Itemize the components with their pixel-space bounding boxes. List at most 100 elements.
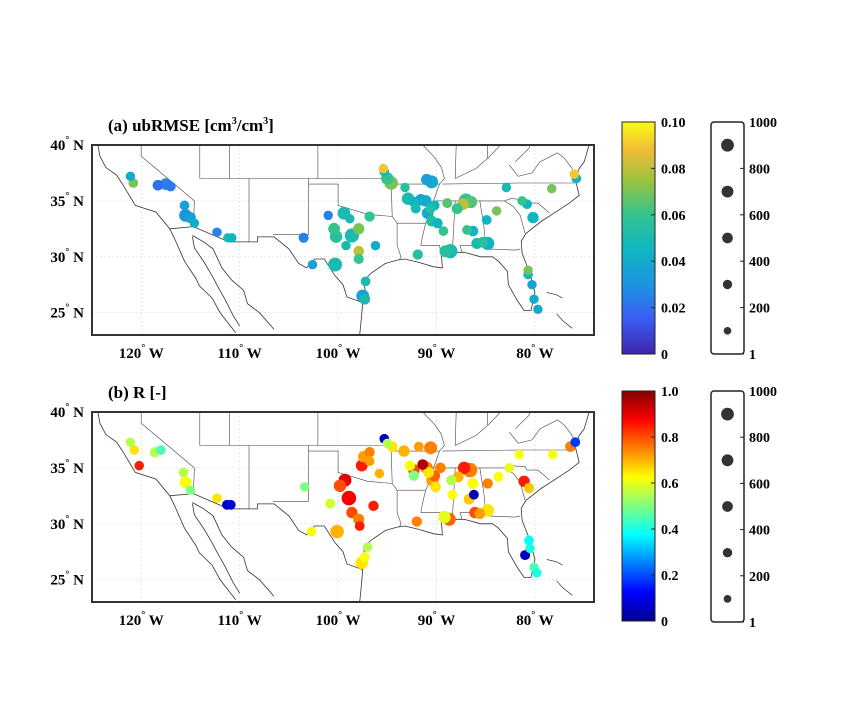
station-marker (165, 181, 176, 192)
station-marker (527, 279, 537, 290)
station-marker (424, 441, 438, 455)
station-marker (360, 276, 371, 287)
size-legend-tick-label: 800 (749, 431, 770, 446)
latitude-tick-label: 25° N (50, 303, 84, 322)
station-marker (457, 461, 471, 475)
state-boundary (454, 412, 457, 446)
station-marker (359, 293, 371, 305)
state-boundary (140, 145, 195, 202)
panel-b-map-background (92, 412, 594, 602)
station-marker (493, 471, 504, 482)
panel-a-colorbar-ticks: 0.10 0.08 0.06 0.04 0.02 0 (651, 116, 686, 363)
panel-b-longitude-ticks: 120° W 110° W 100° W 90° W 80° W (119, 610, 554, 629)
panel-a-map-background (92, 145, 594, 335)
station-marker (125, 437, 136, 447)
latitude-tick-label: 30° N (50, 247, 84, 266)
state-boundary (442, 182, 576, 185)
size-legend-tick-label: 600 (749, 209, 770, 224)
size-legend-dot (722, 279, 733, 290)
station-marker (328, 222, 340, 235)
state-boundary (396, 223, 402, 261)
colorbar-tick-label: 0.06 (661, 209, 686, 224)
station-marker (482, 478, 493, 489)
station-marker (359, 552, 370, 563)
station-marker (353, 223, 365, 235)
station-marker (432, 218, 443, 229)
state-boundary (455, 145, 488, 179)
panel-a: (a) ubRMSE [cm3/cm3] 40° N 35° N 30° N 25° … (50, 116, 777, 363)
station-marker (532, 568, 542, 578)
station-marker (156, 445, 166, 455)
mexico-coastline (192, 503, 240, 594)
panel-b-title: (b) R [-] (108, 383, 167, 402)
state-boundary (308, 450, 398, 491)
mexico-coastline (192, 235, 275, 330)
station-marker (328, 257, 343, 272)
longitude-tick-label: 120° W (119, 343, 164, 362)
station-marker (368, 500, 379, 512)
station-marker (547, 449, 558, 460)
station-marker (323, 210, 333, 221)
panel-a-frame (91, 144, 595, 336)
station-marker (362, 542, 373, 552)
state-boundary (140, 412, 195, 469)
mexico-coastline (192, 236, 240, 327)
state-boundary (509, 152, 565, 177)
station-marker (439, 245, 452, 258)
size-legend-dot (721, 454, 734, 467)
size-legend-tick-label: 400 (749, 255, 770, 270)
station-marker (404, 460, 416, 471)
latitude-tick-label: 40° N (50, 402, 84, 421)
station-marker (533, 304, 543, 315)
station-marker (523, 482, 535, 494)
state-boundary (487, 412, 501, 426)
latitude-tick-label: 35° N (50, 458, 84, 477)
station-marker (467, 478, 479, 489)
state-boundary (420, 490, 426, 513)
latitude-tick-label: 40° N (50, 135, 84, 154)
station-marker (353, 245, 365, 257)
state-boundary (504, 200, 526, 234)
panel-a-title: (a) ubRMSE [cm3/cm3] (108, 116, 274, 135)
station-marker (514, 449, 524, 460)
size-legend-dot (722, 501, 733, 512)
station-marker (419, 195, 432, 207)
colorbar-tick-label: 0.6 (661, 477, 679, 492)
latitude-tick-label: 35° N (50, 191, 84, 210)
state-boundary (515, 412, 531, 430)
panel-a-colorbar (621, 121, 656, 355)
colorbar-tick-label: 0.8 (661, 431, 679, 446)
longitude-tick-label: 80° W (516, 343, 553, 362)
station-marker (462, 225, 472, 235)
station-marker (413, 441, 424, 452)
station-marker (410, 203, 421, 214)
panel-a-latitude-ticks: 40° N 35° N 30° N 25° N (50, 135, 84, 322)
state-boundary (273, 178, 309, 235)
colorbar-tick-label: 0.04 (661, 255, 686, 270)
state-boundary (308, 183, 398, 224)
station-marker (325, 498, 336, 509)
station-marker (438, 510, 451, 524)
panel-b-frame (91, 411, 595, 603)
size-legend-tick-label: 1 (749, 348, 756, 363)
size-legend-tick-label: 1000 (749, 385, 777, 400)
station-marker (504, 463, 515, 473)
state-boundary (390, 451, 393, 484)
colorbar-tick-label: 0 (661, 348, 668, 363)
station-marker (423, 466, 435, 478)
station-marker (435, 462, 446, 474)
size-legend-dot (721, 138, 734, 152)
station-marker (330, 524, 344, 539)
size-legend-tick-label: 400 (749, 524, 770, 539)
latitude-tick-label: 30° N (50, 514, 84, 533)
station-marker (125, 171, 136, 182)
station-marker (446, 475, 457, 486)
state-boundary (455, 412, 488, 446)
station-marker (374, 468, 385, 479)
station-marker (178, 467, 189, 478)
panel-a-basemap (97, 145, 590, 335)
longitude-tick-label: 90° W (418, 610, 455, 629)
size-legend-dot (722, 232, 733, 244)
station-marker (469, 489, 479, 500)
longitude-tick-label: 100° W (316, 610, 361, 629)
